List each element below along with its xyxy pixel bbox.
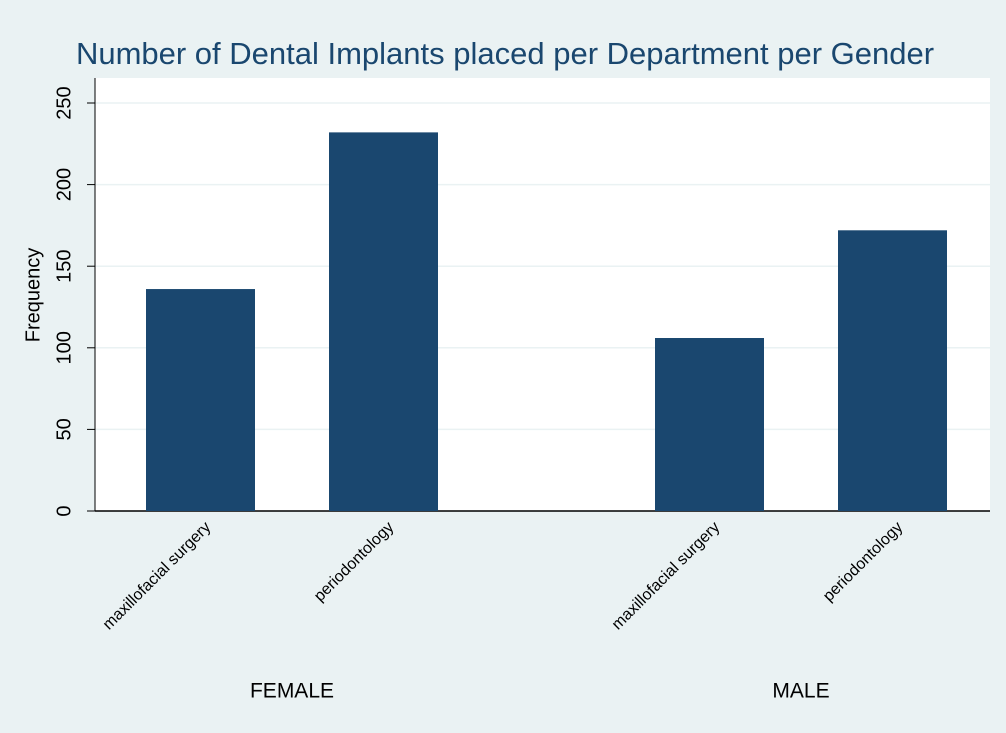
bar xyxy=(655,338,764,511)
y-tick-label: 0 xyxy=(53,505,75,516)
y-tick-label: 150 xyxy=(53,250,75,283)
page: {"chart_data": {"type": "bar", "title": … xyxy=(0,0,1006,733)
bar xyxy=(838,230,947,511)
group-label: FEMALE xyxy=(250,680,334,703)
y-tick-label: 50 xyxy=(53,418,75,440)
y-axis-label: Frequency xyxy=(22,248,44,343)
group-label: MALE xyxy=(772,680,829,703)
bar xyxy=(146,289,255,511)
y-tick-label: 200 xyxy=(53,168,75,201)
chart: Number of Dental Implants placed per Dep… xyxy=(0,0,1006,733)
y-tick-label: 100 xyxy=(53,331,75,364)
y-tick-label: 250 xyxy=(53,86,75,119)
bar xyxy=(329,132,438,511)
chart-title: Number of Dental Implants placed per Dep… xyxy=(76,36,934,71)
